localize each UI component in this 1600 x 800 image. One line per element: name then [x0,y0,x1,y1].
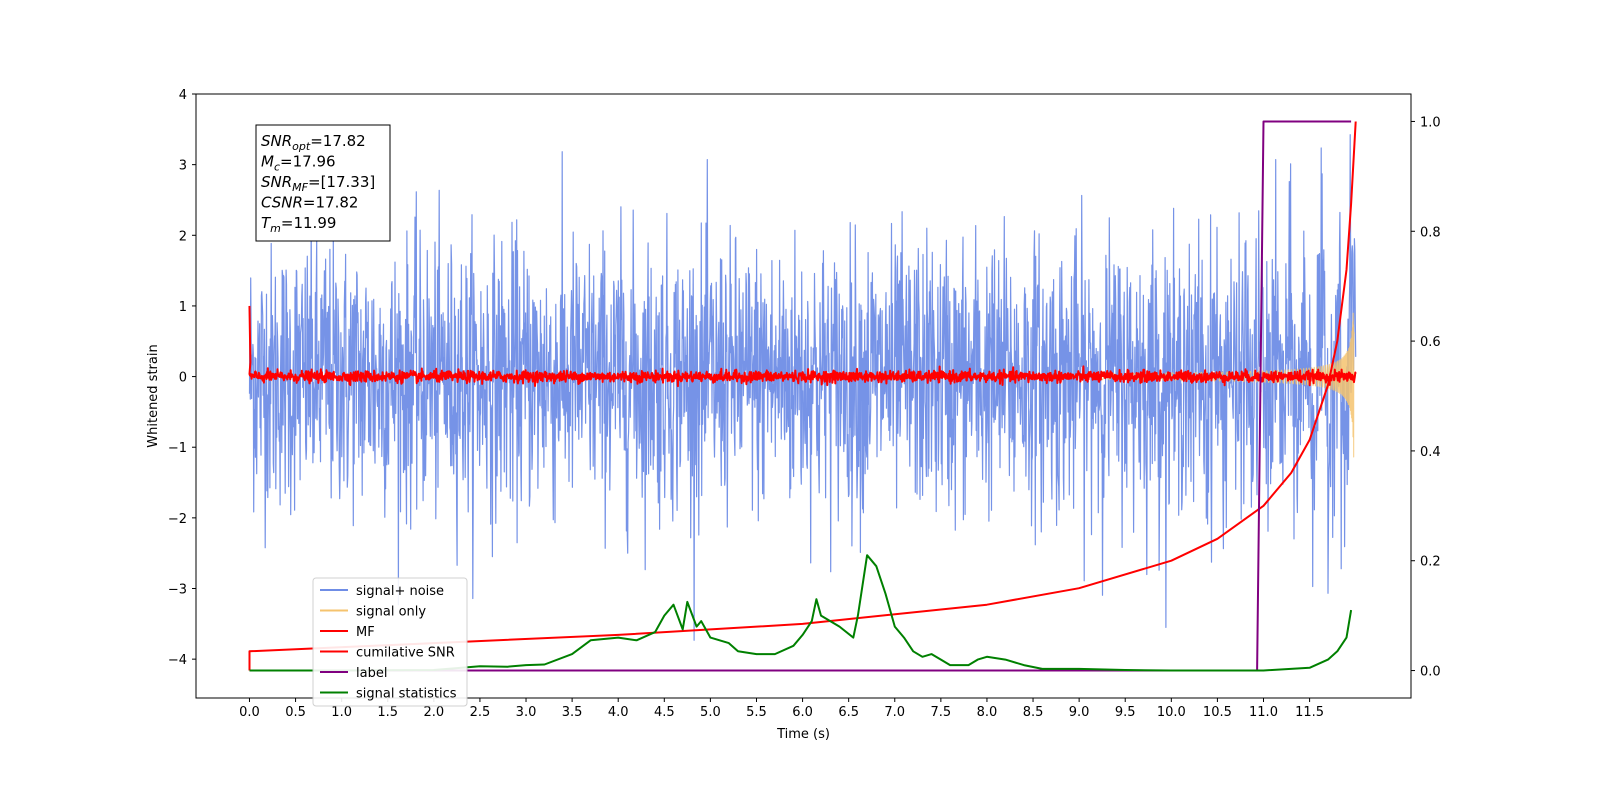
series-line-2 [248,305,1357,388]
x-tick-label: 10.0 [1157,705,1186,720]
plot-area [248,120,1357,672]
y-tick-label: 3 [179,159,187,174]
y-axis-left: 4 3 2 1 0 −1 −2 −3 −4 [168,88,196,668]
annotation-line: Tm=11.99 [261,214,336,235]
x-tick-label: 1.0 [331,705,352,720]
x-tick-label: 11.0 [1249,705,1278,720]
y-axis-right: 1.0 0.8 0.6 0.4 0.2 0.0 [1411,115,1441,680]
y2-tick-label: 0.2 [1420,555,1441,570]
legend-label: cumilative SNR [356,646,455,661]
y-tick-label: 4 [179,88,187,103]
y-tick-label: 1 [179,300,187,315]
x-tick-label: 7.5 [931,705,952,720]
legend-label: label [356,666,387,681]
y-axis-label: Whitened strain [146,344,161,447]
legend-label: signal+ noise [356,584,444,599]
x-tick-label: 8.5 [1023,705,1044,720]
y2-tick-label: 0.8 [1420,225,1441,240]
series-line-4 [249,120,1352,672]
x-tick-label: 0.0 [239,705,260,720]
y-tick-label: −3 [168,583,187,598]
legend-frame [312,577,468,707]
legend-label: MF [356,625,375,640]
y-tick-label: 2 [179,229,187,244]
y-tick-label: −2 [168,512,187,527]
annotation-line: SNRopt=17.82 [261,132,366,153]
series-line-0 [248,134,1357,641]
x-tick-label: 2.0 [423,705,444,720]
y-tick-label: −4 [168,653,187,668]
x-tick-label: 4.5 [654,705,675,720]
y-tick-label: 0 [179,371,187,386]
x-tick-label: 1.5 [377,705,398,720]
x-tick-label: 6.5 [838,705,859,720]
y2-tick-label: 0.4 [1420,445,1441,460]
x-axis-label: Time (s) [776,727,830,742]
legend: signal+ noise signal only MF cumilative SNR… [312,577,468,707]
y2-tick-label: 0.0 [1420,665,1441,680]
annotation-frame [255,124,391,242]
x-tick-label: 2.5 [470,705,491,720]
x-tick-label: 9.0 [1069,705,1090,720]
x-tick-label: 3.5 [562,705,583,720]
y2-tick-label: 0.6 [1420,335,1441,350]
x-tick-label: 7.0 [884,705,905,720]
x-tick-label: 5.0 [700,705,721,720]
stats-annotation-box: SNRopt=17.82Mc=17.96SNRMF=[17.33]CSNR=17… [255,124,391,242]
annotation-line: SNRMF=[17.33] [261,173,375,194]
annotation-line: Mc=17.96 [261,153,336,174]
x-tick-label: 9.5 [1115,705,1136,720]
x-tick-label: 4.0 [608,705,629,720]
annotation-line: CSNR=17.82 [261,194,358,212]
x-tick-label: 0.5 [285,705,306,720]
x-axis: 0.0 0.5 1.0 1.5 2.0 2.5 3.0 3.5 4.0 4.5 5.0 5.5 6.0 6… [239,698,1324,720]
y-tick-label: −1 [168,441,187,456]
y2-tick-label: 1.0 [1420,115,1441,130]
series-line-5 [249,554,1353,672]
x-tick-label: 3.0 [516,705,537,720]
x-tick-label: 8.0 [977,705,998,720]
series-line-3 [248,121,1357,671]
axes-frame [195,93,1412,699]
x-tick-label: 10.5 [1203,705,1232,720]
x-tick-label: 6.0 [792,705,813,720]
x-tick-label: 11.5 [1295,705,1324,720]
legend-label: signal statistics [356,687,457,702]
x-tick-label: 5.5 [746,705,767,720]
legend-label: signal only [356,605,426,620]
